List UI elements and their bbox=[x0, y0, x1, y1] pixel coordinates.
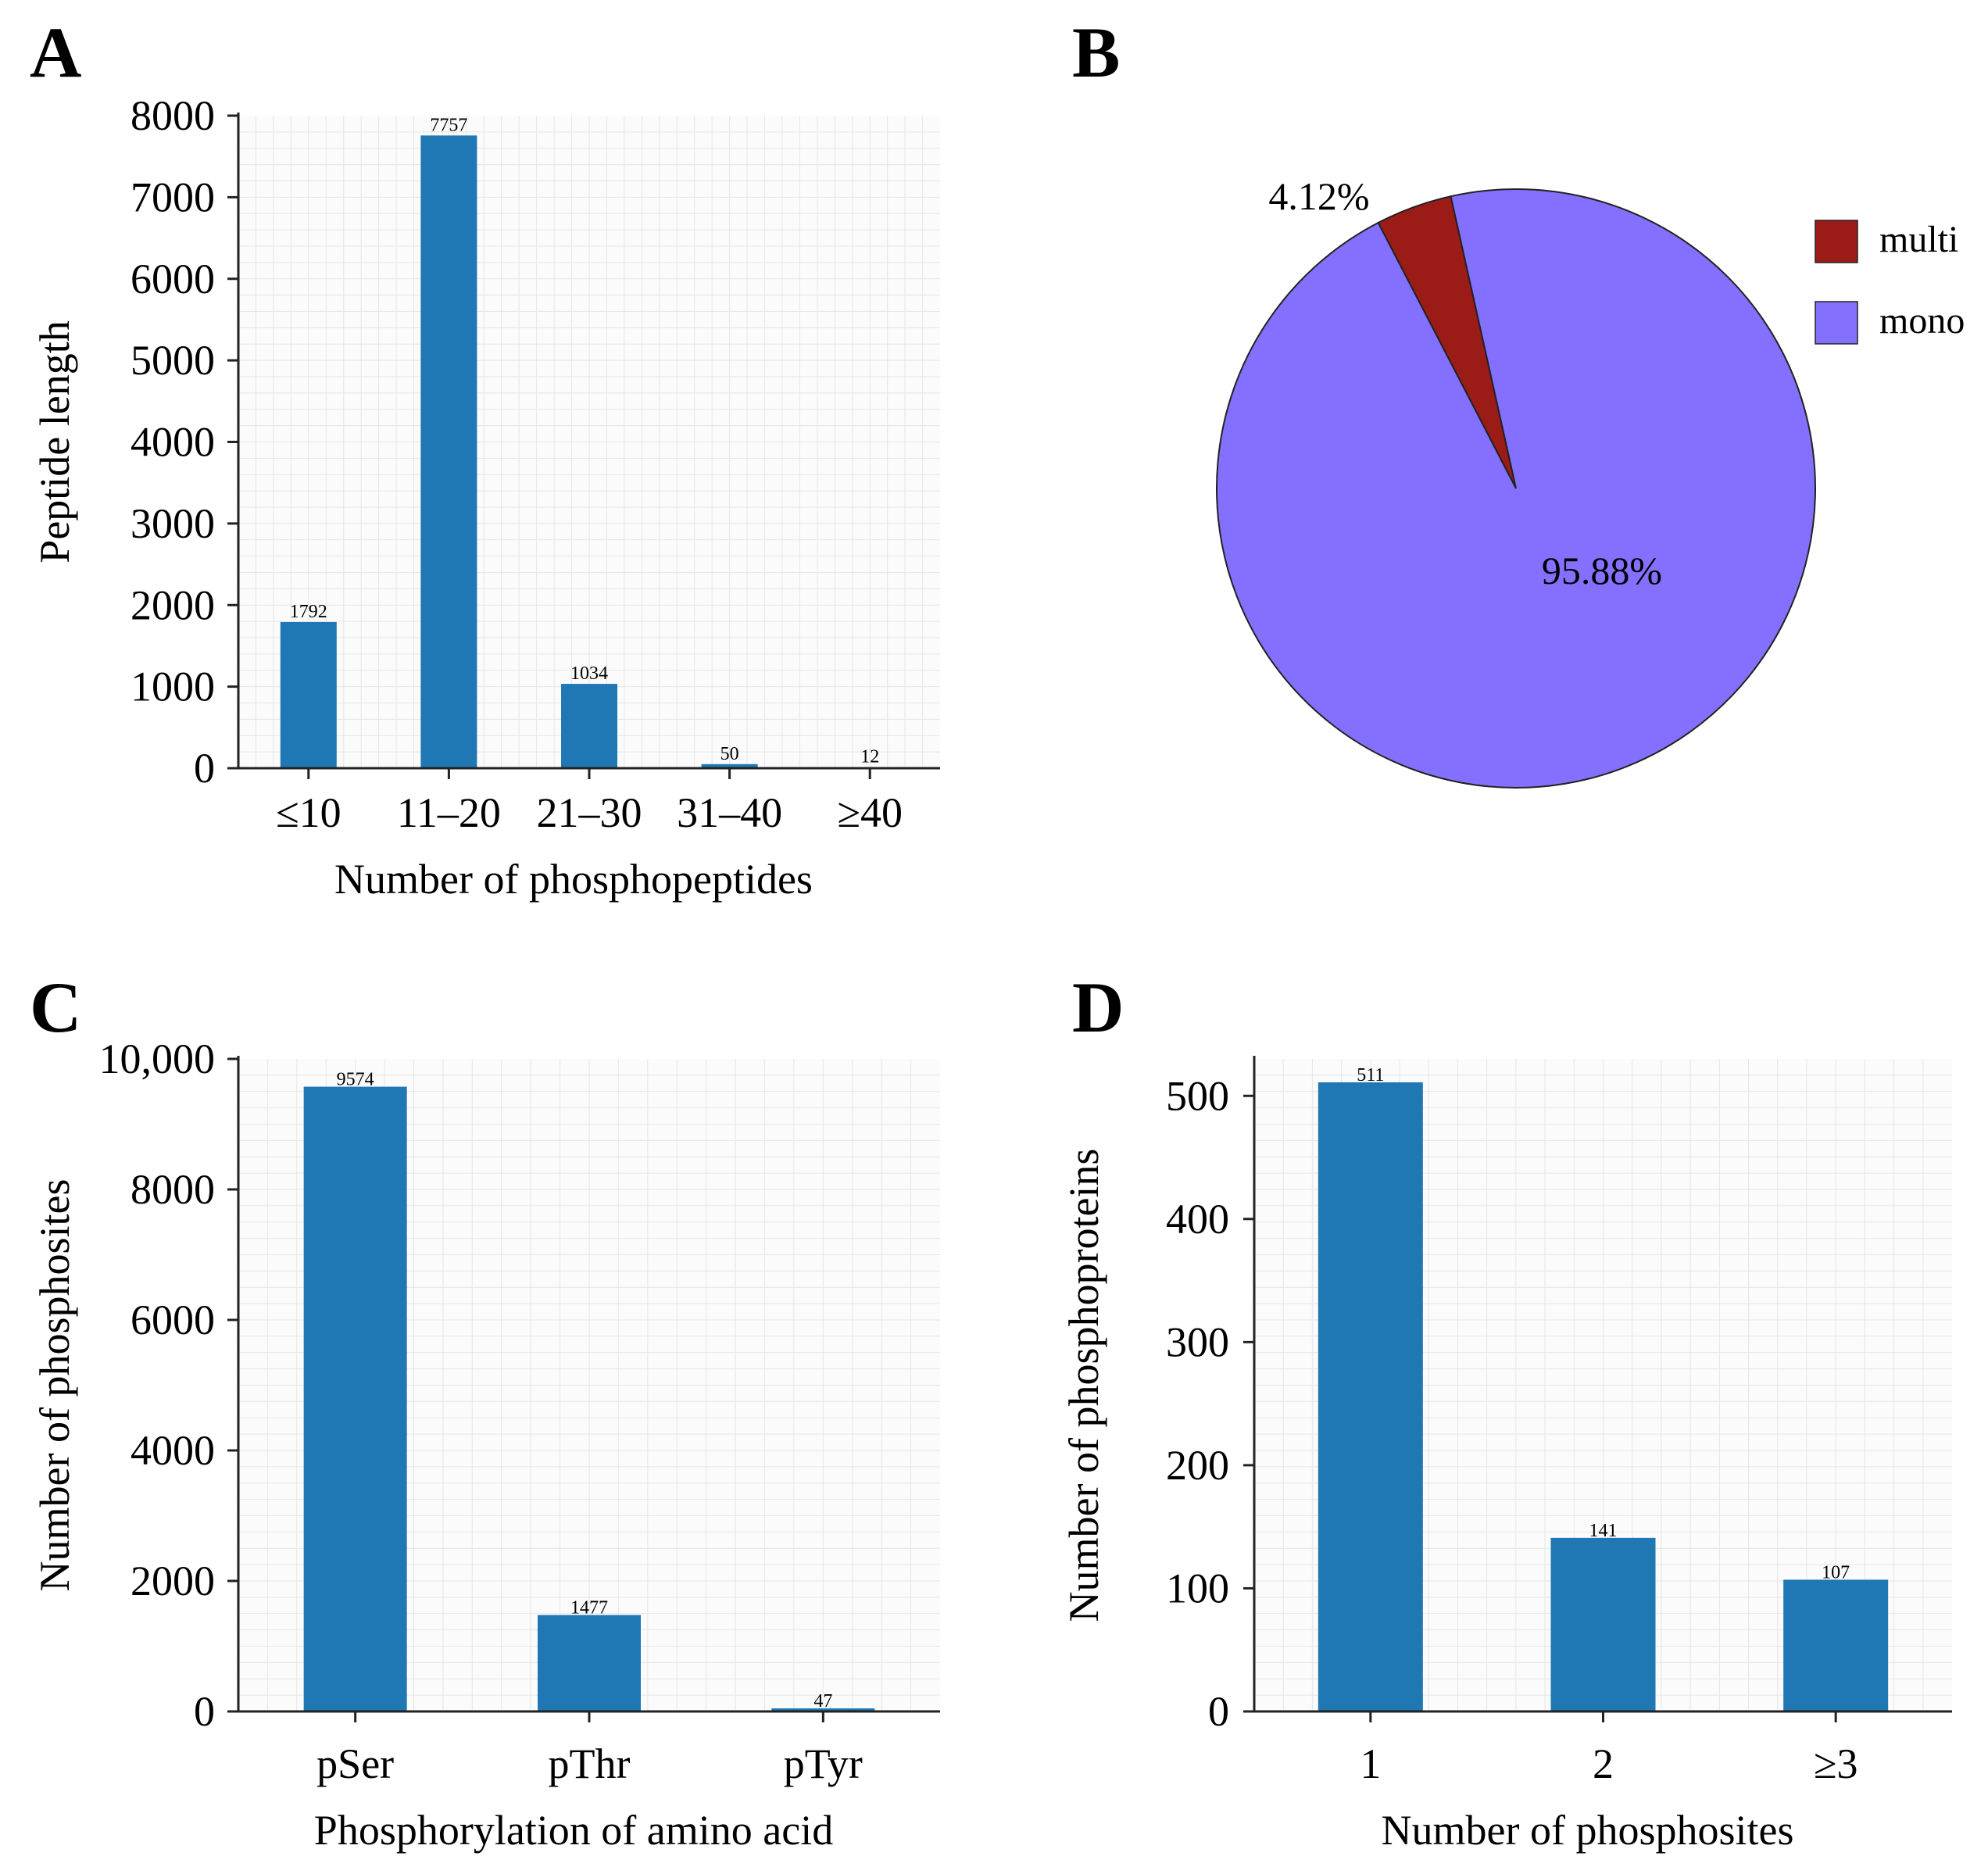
bar-2 bbox=[538, 1615, 641, 1711]
slice-label-multi: 4.12% bbox=[1268, 174, 1369, 218]
bar-1 bbox=[280, 621, 337, 768]
y-tick-label: 4000 bbox=[131, 1427, 215, 1474]
bar-2 bbox=[1550, 1537, 1656, 1711]
y-tick-label: 100 bbox=[1166, 1565, 1229, 1611]
y-axis-title: Peptide length bbox=[31, 320, 78, 563]
y-tick-label: 0 bbox=[194, 745, 215, 792]
x-axis-title: Number of phosphosites bbox=[1382, 1807, 1794, 1854]
x-tick-label: 2 bbox=[1593, 1740, 1614, 1787]
data-label: 107 bbox=[1822, 1562, 1850, 1583]
y-tick-label: 6000 bbox=[131, 256, 215, 302]
y-tick-label: 2000 bbox=[131, 581, 215, 628]
panel-letter-d: D bbox=[1072, 967, 1124, 1047]
y-tick-label: 7000 bbox=[131, 173, 215, 220]
x-tick-label: 11–20 bbox=[397, 789, 501, 836]
bar-chart-phosphoproteins: 511 141 107 0 100 200 300 400 500 1 2 ≥3 Number of p… bbox=[1060, 1056, 1952, 1854]
y-tick-label: 0 bbox=[194, 1688, 215, 1735]
y-tick-label: 300 bbox=[1166, 1318, 1229, 1365]
y-axis-title: Number of phosphosites bbox=[31, 1179, 78, 1592]
y-tick-label: 3000 bbox=[131, 500, 215, 547]
data-label: 50 bbox=[720, 744, 739, 764]
panel-letter-b: B bbox=[1072, 13, 1120, 92]
x-tick-label: 21–30 bbox=[537, 789, 642, 836]
y-tick-label: 2000 bbox=[131, 1557, 215, 1604]
bar-3 bbox=[1783, 1579, 1889, 1711]
bar-1 bbox=[1318, 1082, 1423, 1711]
x-tick-label: ≥40 bbox=[837, 789, 903, 836]
slice-label-mono: 95.88% bbox=[1542, 549, 1662, 592]
y-tick-label: 8000 bbox=[131, 1166, 215, 1213]
y-axis-title: Number of phosphoproteins bbox=[1060, 1149, 1107, 1622]
bar-3 bbox=[771, 1708, 875, 1711]
legend-label-multi: multi bbox=[1879, 219, 1958, 260]
bar-3 bbox=[561, 684, 617, 768]
data-label: 1792 bbox=[290, 602, 327, 622]
y-tick-label: 0 bbox=[1208, 1688, 1229, 1735]
y-tick-label: 200 bbox=[1166, 1442, 1229, 1489]
x-tick-label: pSer bbox=[316, 1740, 394, 1787]
data-label: 47 bbox=[813, 1691, 832, 1711]
legend-swatch-mono bbox=[1815, 301, 1858, 345]
y-tick-label: 6000 bbox=[131, 1296, 215, 1343]
data-label: 1034 bbox=[570, 663, 608, 684]
y-tick-label: 500 bbox=[1166, 1072, 1229, 1119]
data-label: 9574 bbox=[337, 1070, 374, 1090]
y-tick-label: 4000 bbox=[131, 419, 215, 466]
data-label: 1477 bbox=[570, 1598, 608, 1618]
bar-chart-peptide-length: 1792 7757 1034 50 12 0 1000 2000 3000 4000 5000 600… bbox=[31, 92, 940, 903]
y-tick-label: 8000 bbox=[131, 92, 215, 139]
bar-chart-phosphosites: 9574 1477 47 0 2000 4000 6000 8000 10,000 pSer pTh… bbox=[31, 1035, 940, 1854]
bar-1 bbox=[303, 1086, 407, 1711]
legend-label-mono: mono bbox=[1879, 300, 1965, 342]
x-tick-label: pTyr bbox=[784, 1740, 863, 1787]
data-label: 7757 bbox=[430, 115, 467, 135]
y-tick-label: 5000 bbox=[131, 337, 215, 384]
x-tick-label: 1 bbox=[1360, 1740, 1381, 1787]
y-tick-label: 1000 bbox=[131, 663, 215, 710]
panel-letter-a: A bbox=[30, 13, 81, 92]
bar-2 bbox=[420, 135, 477, 768]
data-label: 12 bbox=[860, 747, 879, 767]
x-tick-label: pThr bbox=[549, 1740, 631, 1787]
x-tick-label: ≥3 bbox=[1814, 1740, 1858, 1787]
data-label: 511 bbox=[1357, 1065, 1384, 1085]
pie-chart-multi-mono: 4.12% 95.88% multi mono bbox=[1216, 174, 1965, 789]
data-label: 141 bbox=[1589, 1521, 1618, 1541]
x-tick-label: ≤10 bbox=[276, 789, 341, 836]
y-tick-label: 10,000 bbox=[99, 1035, 216, 1082]
x-axis-title: Number of phosphopeptides bbox=[334, 856, 813, 903]
y-tick-label: 400 bbox=[1166, 1196, 1229, 1243]
panel-letter-c: C bbox=[30, 967, 81, 1047]
x-axis-title: Phosphorylation of amino acid bbox=[314, 1807, 833, 1854]
pie-slice-mono bbox=[1216, 188, 1816, 789]
legend-swatch-multi bbox=[1815, 220, 1858, 263]
x-tick-label: 31–40 bbox=[677, 789, 782, 836]
bar-4 bbox=[701, 764, 758, 768]
